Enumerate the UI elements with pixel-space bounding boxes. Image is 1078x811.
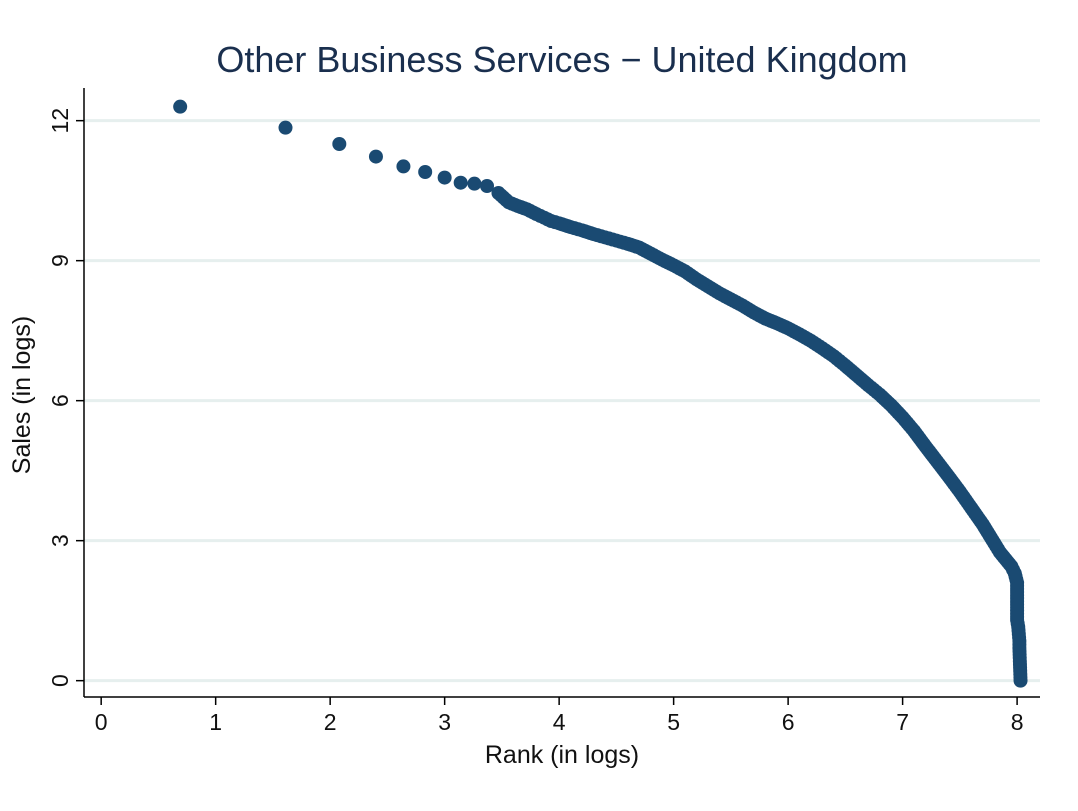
y-tick-label-6: 6 <box>47 394 73 407</box>
data-points <box>173 99 1028 688</box>
data-point <box>480 179 495 193</box>
grid-lines <box>84 119 1040 683</box>
x-tick-label-1: 1 <box>209 709 222 735</box>
y-axis-label: Sales (in logs) <box>8 316 36 474</box>
y-tick-label-12: 12 <box>47 108 73 134</box>
x-tick-label-6: 6 <box>782 709 795 735</box>
x-tick-label-7: 7 <box>896 709 909 735</box>
x-tick-label-5: 5 <box>667 709 680 735</box>
data-point <box>332 137 347 151</box>
y-tick-label-0: 0 <box>47 674 73 687</box>
x-tick-label-3: 3 <box>438 709 451 735</box>
data-point <box>467 176 482 191</box>
x-tick-label-8: 8 <box>1011 709 1024 735</box>
x-tick-label-4: 4 <box>553 709 566 735</box>
data-point <box>396 159 411 174</box>
data-point <box>173 99 188 114</box>
data-point <box>418 165 433 179</box>
data-point <box>437 170 452 185</box>
data-point <box>453 175 468 190</box>
y-tick-label-3: 3 <box>47 534 73 547</box>
data-point <box>1013 670 1028 685</box>
y-tick-label-9: 9 <box>47 254 73 267</box>
x-tick-label-0: 0 <box>95 709 108 735</box>
data-point <box>368 149 383 164</box>
axes <box>76 88 1040 705</box>
x-tick-label-2: 2 <box>324 709 337 735</box>
data-point <box>278 120 293 135</box>
x-axis-label: Rank (in logs) <box>485 741 639 769</box>
chart-title: Other Business Services − United Kingdom <box>216 39 907 80</box>
